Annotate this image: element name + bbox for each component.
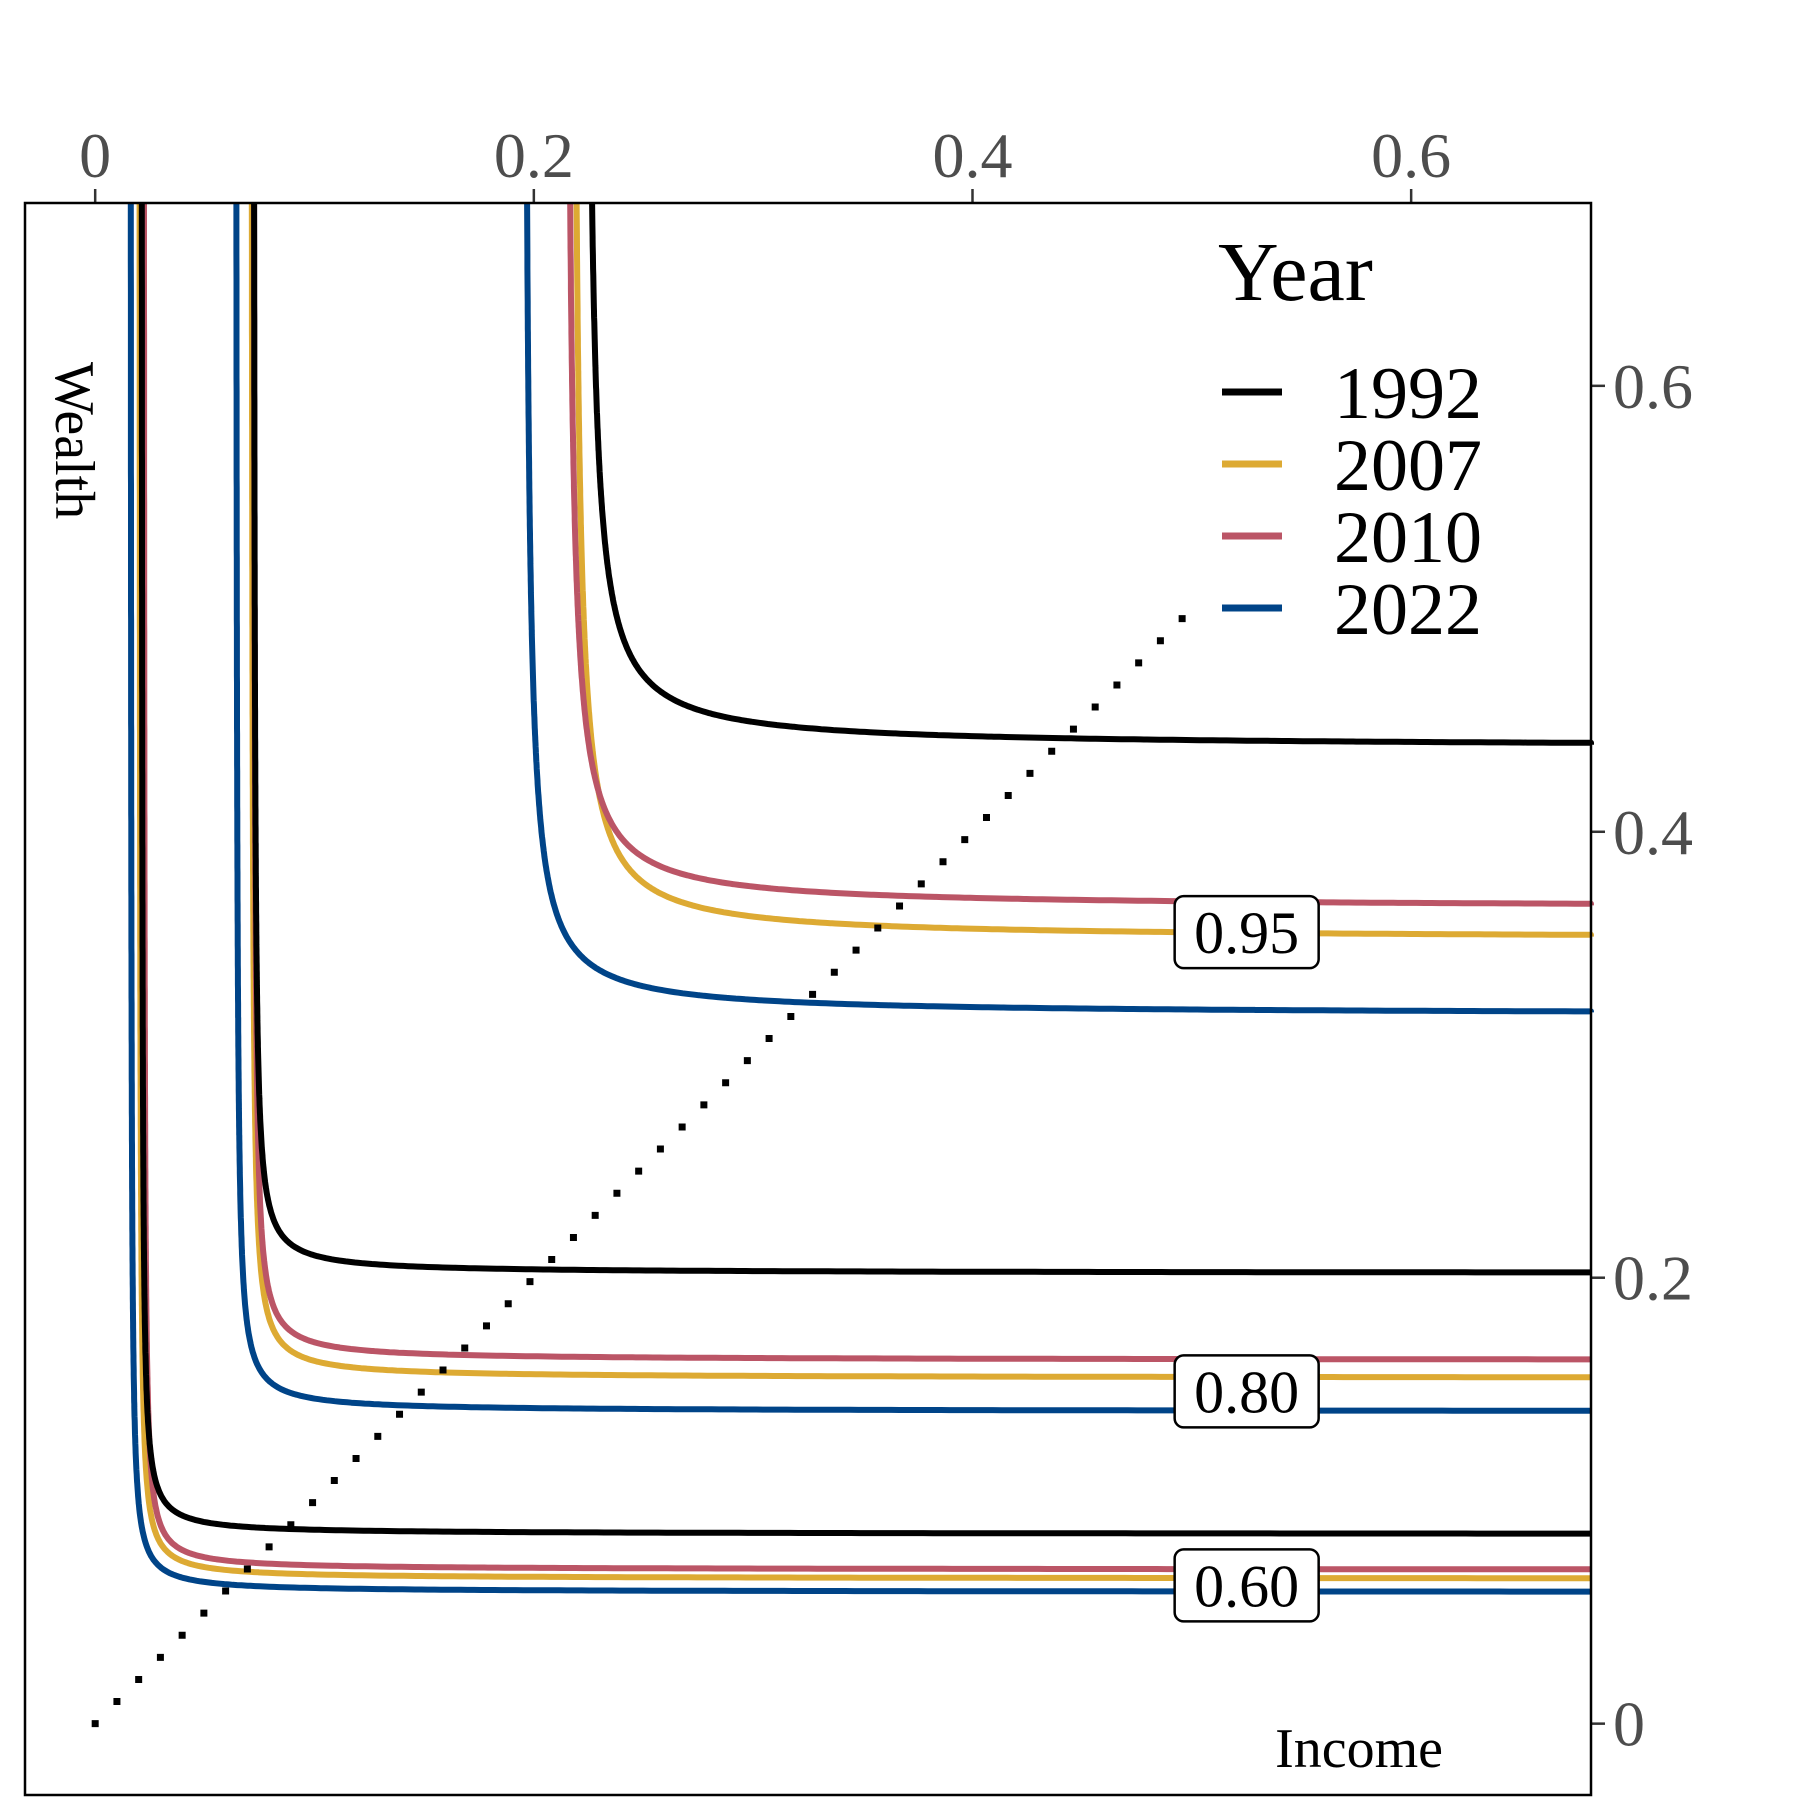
tick-layer: 0 0.2 0.4 0.600.20.40.6 <box>79 120 1693 1760</box>
legend-label: 2022 <box>1334 569 1482 651</box>
curve-1992-level-0-80 <box>251 202 1591 1276</box>
y-axis-title: Wealth <box>43 362 105 519</box>
level-label-text: 0.60 <box>1194 1553 1299 1619</box>
legend-item-1992: 1992 <box>1222 353 1482 435</box>
curve-2022-level-0-60 <box>127 203 1591 1595</box>
curve-2010-level-0-95 <box>567 202 1594 907</box>
level-label-0-80: 0.80 <box>1173 1354 1320 1429</box>
y-tick-label: 0.2 <box>1613 1243 1693 1314</box>
level-label-layer: 0.95 0.80 0.60 <box>1173 894 1320 1623</box>
legend-item-2007: 2007 <box>1222 425 1482 507</box>
curve-layer <box>127 202 1594 1595</box>
diagonal-line <box>90 603 1197 1729</box>
legend-label: 2010 <box>1334 497 1482 579</box>
legend-label: 2007 <box>1334 425 1482 507</box>
level-label-box <box>1173 1548 1320 1623</box>
curve-2022-level-0-95 <box>524 202 1594 1015</box>
x-tick-label: 0.6 <box>1371 120 1451 191</box>
y-tick-label: 0 <box>1613 1689 1645 1760</box>
curve-2022-level-0-80 <box>233 203 1591 1414</box>
level-label-box <box>1173 894 1320 970</box>
x-tick-label: 0.4 <box>932 120 1012 191</box>
legend-item-2010: 2010 <box>1222 497 1482 579</box>
x-axis-title: Income <box>1275 1718 1443 1780</box>
curve-1992-level-0-60 <box>138 203 1591 1537</box>
diagonal-layer <box>90 603 1197 1729</box>
panel-border <box>23 201 1593 1797</box>
curve-1992-level-0-95 <box>589 202 1594 747</box>
curve-2007-level-0-95 <box>573 202 1594 938</box>
x-tick-label: 0.2 <box>494 120 574 191</box>
legend-title: Year <box>1218 226 1373 319</box>
level-label-box <box>1173 1354 1320 1429</box>
legend-item-2022: 2022 <box>1222 569 1482 651</box>
x-tick-label: 0 <box>79 120 111 191</box>
level-label-0-60: 0.60 <box>1173 1548 1320 1623</box>
level-label-text: 0.80 <box>1194 1359 1299 1425</box>
legend-label: 1992 <box>1334 353 1482 435</box>
y-tick-label: 0.6 <box>1613 351 1693 422</box>
level-label-text: 0.95 <box>1194 900 1299 966</box>
level-label-0-95: 0.95 <box>1173 894 1320 970</box>
y-tick-label: 0.4 <box>1613 797 1693 868</box>
